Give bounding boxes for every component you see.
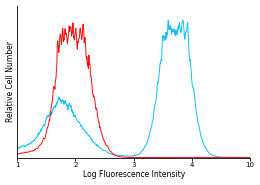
Y-axis label: Relative Cell Number: Relative Cell Number [5, 41, 15, 122]
X-axis label: Log Fluorescence Intensity: Log Fluorescence Intensity [82, 170, 185, 179]
